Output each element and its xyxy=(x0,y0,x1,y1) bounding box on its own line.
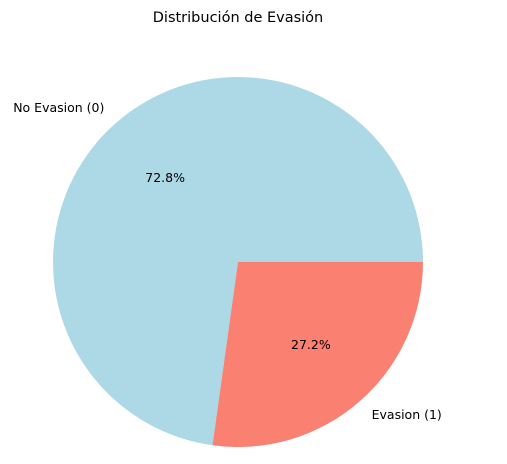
pie-slice-no-evasion xyxy=(53,77,423,446)
chart-title: Distribución de Evasión xyxy=(153,10,324,26)
percent-label-no-evasion: 72.8% xyxy=(145,170,185,185)
slice-label-no-evasion: No Evasion (0) xyxy=(13,100,104,115)
pie-labels: No Evasion (0) 72.8% Evasion (1) 27.2% xyxy=(13,100,442,422)
slice-label-evasion: Evasion (1) xyxy=(372,407,442,422)
percent-label-evasion: 27.2% xyxy=(291,337,331,352)
pie-slice-evasion xyxy=(212,262,423,448)
pie-slices xyxy=(53,77,423,448)
